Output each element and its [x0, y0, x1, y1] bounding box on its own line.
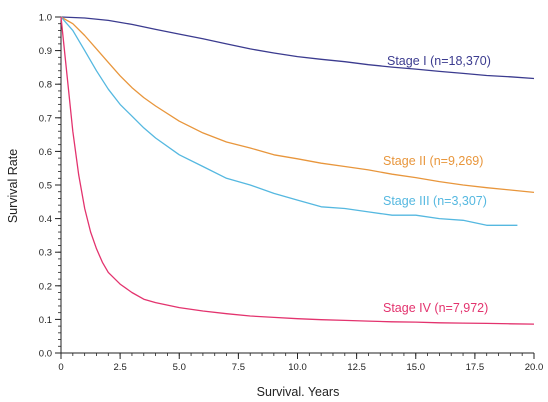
survival-curves — [60, 16, 535, 325]
x-axis-title: Survival. Years — [257, 385, 340, 399]
y-tick-label: 0.1 — [39, 315, 52, 326]
x-tick-label: 7.5 — [232, 362, 245, 373]
y-tick-label: 0.7 — [39, 113, 52, 124]
stage-iii-survival-curve — [60, 16, 518, 226]
y-tick-label: 0.4 — [39, 214, 52, 225]
y-tick-label: 0.9 — [39, 46, 52, 57]
x-tick-label: 5.0 — [173, 362, 186, 373]
x-tick-label: 0 — [58, 362, 63, 373]
x-tick-label: 20.0 — [525, 362, 544, 373]
stage-ii-label: Stage II (n=9,269) — [383, 154, 483, 168]
stage-i-survival-curve — [60, 16, 535, 80]
stage-iv-survival-curve — [60, 16, 535, 325]
stage-iv-label: Stage IV (n=7,972) — [383, 301, 488, 315]
x-tick-label: 15.0 — [407, 362, 426, 373]
y-axis-title: Survival Rate — [6, 149, 20, 223]
y-tick-label: 0.5 — [39, 181, 52, 192]
stage-iii-label: Stage III (n=3,307) — [383, 194, 487, 208]
y-tick-label: 1.0 — [39, 13, 52, 24]
stage-ii-survival-curve — [60, 16, 535, 194]
y-tick-label: 0.8 — [39, 80, 52, 91]
y-tick-label: 0.3 — [39, 248, 52, 259]
x-tick-label: 17.5 — [466, 362, 485, 373]
x-tick-label: 10.0 — [288, 362, 307, 373]
y-tick-label: 0.0 — [39, 349, 52, 360]
x-tick-label: 12.5 — [347, 362, 366, 373]
y-tick-label: 0.2 — [39, 281, 52, 292]
axes: 0 2.5 5.0 7.5 10.0 12.5 15.0 17.5 20.0 0.0 0.1 0.2 0… — [39, 13, 543, 374]
x-tick-label: 2.5 — [114, 362, 127, 373]
stage-i-label: Stage I (n=18,370) — [387, 54, 491, 68]
y-tick-label: 0.6 — [39, 147, 52, 158]
series-labels: Stage I (n=18,370) Stage II (n=9,269) Stag… — [383, 54, 491, 315]
